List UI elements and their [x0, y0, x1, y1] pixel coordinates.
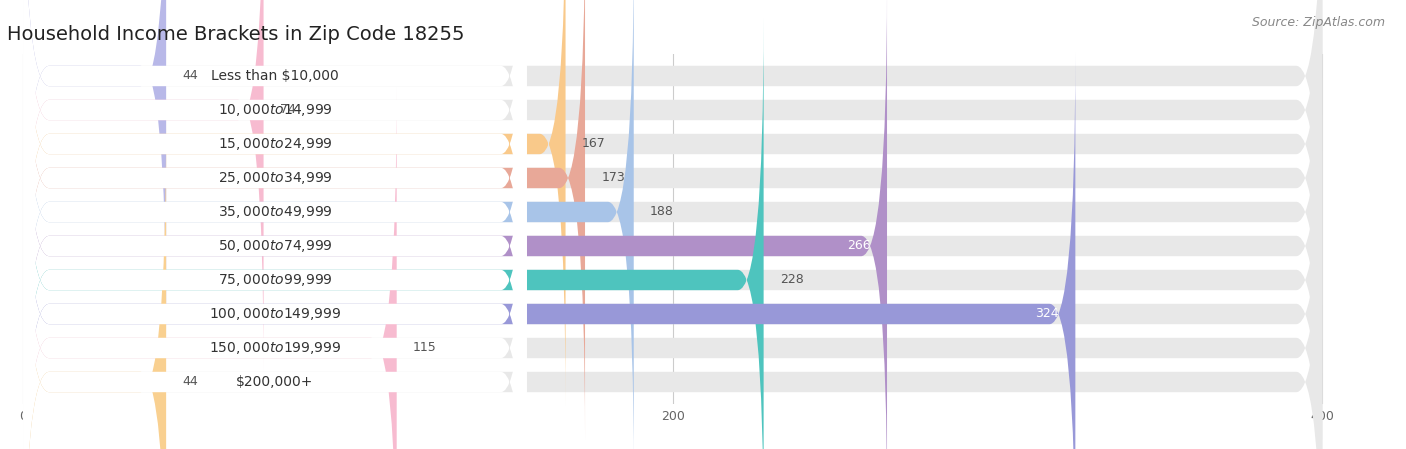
- FancyBboxPatch shape: [24, 0, 634, 449]
- Text: 74: 74: [280, 103, 295, 116]
- FancyBboxPatch shape: [24, 0, 166, 338]
- Text: 115: 115: [413, 342, 437, 355]
- Text: Household Income Brackets in Zip Code 18255: Household Income Brackets in Zip Code 18…: [7, 25, 464, 44]
- FancyBboxPatch shape: [24, 120, 527, 449]
- FancyBboxPatch shape: [24, 0, 585, 440]
- Text: $25,000 to $34,999: $25,000 to $34,999: [218, 170, 332, 186]
- FancyBboxPatch shape: [24, 0, 1322, 440]
- FancyBboxPatch shape: [24, 0, 887, 449]
- Text: 167: 167: [582, 137, 606, 150]
- Text: $10,000 to $14,999: $10,000 to $14,999: [218, 102, 332, 118]
- Text: 173: 173: [602, 172, 626, 185]
- FancyBboxPatch shape: [24, 0, 1322, 372]
- Text: $35,000 to $49,999: $35,000 to $49,999: [218, 204, 332, 220]
- Text: $100,000 to $149,999: $100,000 to $149,999: [208, 306, 342, 322]
- FancyBboxPatch shape: [24, 18, 527, 449]
- Text: $75,000 to $99,999: $75,000 to $99,999: [218, 272, 332, 288]
- Text: 188: 188: [650, 206, 673, 219]
- FancyBboxPatch shape: [24, 0, 565, 406]
- FancyBboxPatch shape: [24, 0, 527, 440]
- Text: 266: 266: [848, 239, 870, 252]
- FancyBboxPatch shape: [24, 0, 1322, 406]
- Text: $15,000 to $24,999: $15,000 to $24,999: [218, 136, 332, 152]
- FancyBboxPatch shape: [24, 52, 1322, 449]
- FancyBboxPatch shape: [24, 0, 527, 406]
- FancyBboxPatch shape: [24, 18, 763, 449]
- FancyBboxPatch shape: [24, 52, 1076, 449]
- FancyBboxPatch shape: [24, 0, 527, 449]
- FancyBboxPatch shape: [24, 0, 263, 372]
- FancyBboxPatch shape: [24, 0, 1322, 449]
- FancyBboxPatch shape: [24, 0, 527, 449]
- Text: Source: ZipAtlas.com: Source: ZipAtlas.com: [1251, 16, 1385, 29]
- Text: $200,000+: $200,000+: [236, 375, 314, 389]
- FancyBboxPatch shape: [24, 52, 527, 449]
- Text: Less than $10,000: Less than $10,000: [211, 69, 339, 83]
- Text: 44: 44: [183, 70, 198, 83]
- FancyBboxPatch shape: [24, 0, 527, 372]
- FancyBboxPatch shape: [24, 0, 527, 338]
- Text: $50,000 to $74,999: $50,000 to $74,999: [218, 238, 332, 254]
- FancyBboxPatch shape: [24, 0, 1322, 449]
- FancyBboxPatch shape: [24, 86, 1322, 449]
- Text: 44: 44: [183, 375, 198, 388]
- FancyBboxPatch shape: [24, 0, 1322, 338]
- FancyBboxPatch shape: [24, 86, 396, 449]
- FancyBboxPatch shape: [24, 86, 527, 449]
- Text: $150,000 to $199,999: $150,000 to $199,999: [208, 340, 342, 356]
- FancyBboxPatch shape: [24, 120, 1322, 449]
- Text: 228: 228: [780, 273, 804, 286]
- FancyBboxPatch shape: [24, 120, 166, 449]
- FancyBboxPatch shape: [24, 18, 1322, 449]
- Text: 324: 324: [1035, 308, 1059, 321]
